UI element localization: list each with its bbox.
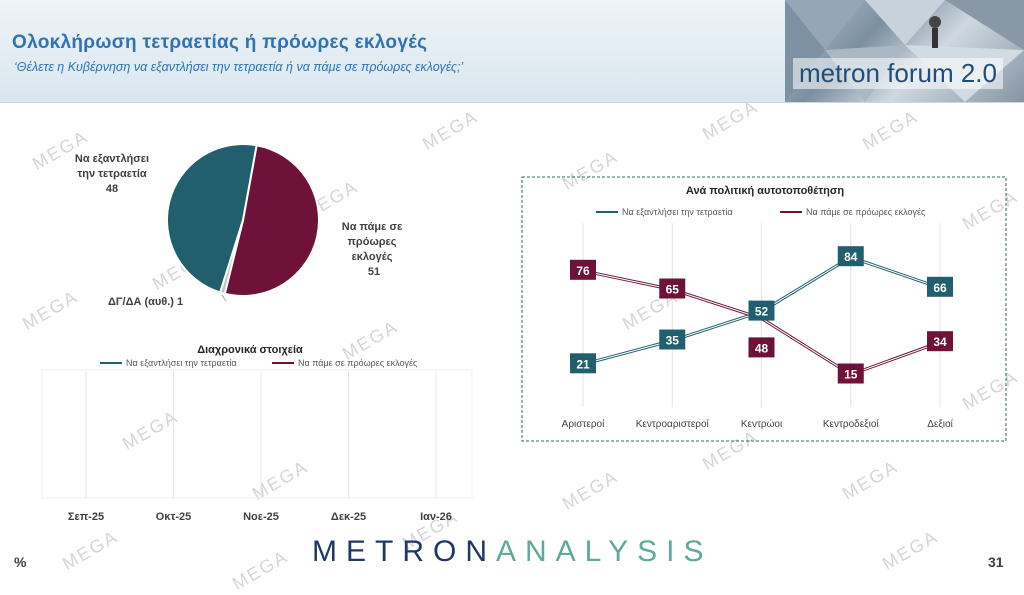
percent-sign: % [14, 554, 27, 570]
data-label-box [837, 363, 864, 384]
data-label-box [927, 276, 953, 297]
brand-main-text: METRON [312, 535, 496, 568]
brand-accent-text: ANALYSIS [496, 535, 713, 568]
data-label-box [659, 329, 686, 350]
x-tick-label: Σεπ-25 [68, 511, 104, 523]
watermark-text: MEGA [558, 466, 622, 514]
data-label: 15 [844, 368, 858, 382]
pie-chart: Να εξαντλήσει την τετραετία 48 Να πάμε σε πρ… [75, 143, 403, 308]
pie-value-label: 48 [106, 183, 118, 195]
pie-label: Να πάμε σε [342, 221, 403, 233]
data-label-box [748, 300, 775, 321]
pie-slice [223, 144, 320, 297]
forum-logo-image: metron forum 2.0 [785, 0, 1024, 102]
watermark-text: MEGA [858, 106, 922, 154]
legend-label: Να πάμε σε πρόωρες εκλογές [298, 358, 418, 368]
watermark-text: MEGA [878, 526, 942, 574]
data-label: 34 [933, 335, 947, 349]
x-tick-label: Ιαν-26 [420, 511, 452, 523]
data-label-box [837, 246, 864, 267]
pie-value-label: 51 [368, 266, 380, 278]
pie-label: Να εξαντλήσει [75, 153, 149, 165]
watermark-text: MEGA [698, 96, 762, 144]
x-tick-label: Δεκ-25 [331, 511, 366, 523]
x-tick-label: Οκτ-25 [156, 511, 192, 523]
chart-title: Διαχρονικά στοιχεία [197, 344, 303, 356]
pie-label: την τετραετία [77, 168, 147, 180]
data-label-box [570, 259, 596, 280]
metron-analysis-brand: METRONANALYSIS [312, 535, 713, 569]
data-label: 48 [755, 341, 769, 355]
data-label-box [570, 353, 596, 374]
pie-label: εκλογές [352, 251, 393, 263]
watermark-text: MEGA [58, 526, 122, 574]
data-label: 35 [666, 334, 680, 348]
data-label-box [659, 278, 686, 299]
legend-label: Να εξαντλήσει την τετραετία [622, 207, 733, 217]
page-number: 31 [988, 554, 1004, 570]
page-title: Ολοκλήρωση τετραετίας ή πρόωρες εκλογές [12, 32, 428, 53]
pie-label: πρόωρες [348, 236, 397, 248]
trend-line-chart: Διαχρονικά στοιχεία Να εξαντλήσει την τετ… [41, 344, 473, 523]
position-line-chart: Ανά πολιτική αυτοτοποθέτηση Να εξαντλήσει… [521, 176, 1007, 442]
x-tick-label: Δεξιοί [927, 418, 953, 430]
data-label: 21 [576, 357, 590, 371]
pie-leader-line [221, 294, 227, 302]
page-subtitle: ‘Θέλετε η Κυβέρνηση να εξαντλήσει την τε… [14, 60, 464, 74]
data-label-box [748, 337, 775, 358]
legend-label: Να πάμε σε πρόωρες εκλογές [806, 207, 926, 217]
data-label: 65 [666, 283, 680, 297]
chart-title: Ανά πολιτική αυτοτοποθέτηση [686, 185, 844, 197]
watermark-text: MEGA [838, 456, 902, 504]
data-label: 76 [576, 264, 590, 278]
forum-logo-text: metron forum 2.0 [793, 58, 1003, 89]
watermark-text: MEGA [228, 546, 292, 594]
plot-area-frame [41, 369, 473, 499]
data-label: 66 [933, 281, 947, 295]
header-banner: Ολοκλήρωση τετραετίας ή πρόωρες εκλογές … [0, 0, 1024, 103]
pie-label: ΔΓ/ΔΑ (αυθ.) 1 [108, 296, 183, 308]
data-label: 84 [844, 250, 858, 264]
x-tick-label: Κεντρώοι [741, 418, 782, 430]
pie-slice [166, 143, 258, 294]
x-tick-label: Νοε-25 [243, 511, 279, 523]
x-tick-label: Κεντροαριστεροί [636, 418, 710, 430]
legend-label: Να εξαντλήσει την τετραετία [126, 358, 237, 368]
x-tick-label: Αριστεροί [562, 418, 605, 430]
x-tick-label: Κεντροδεξιοί [823, 418, 880, 430]
data-label-box [927, 331, 953, 352]
data-label: 52 [755, 305, 769, 319]
chart-frame [521, 176, 1007, 442]
